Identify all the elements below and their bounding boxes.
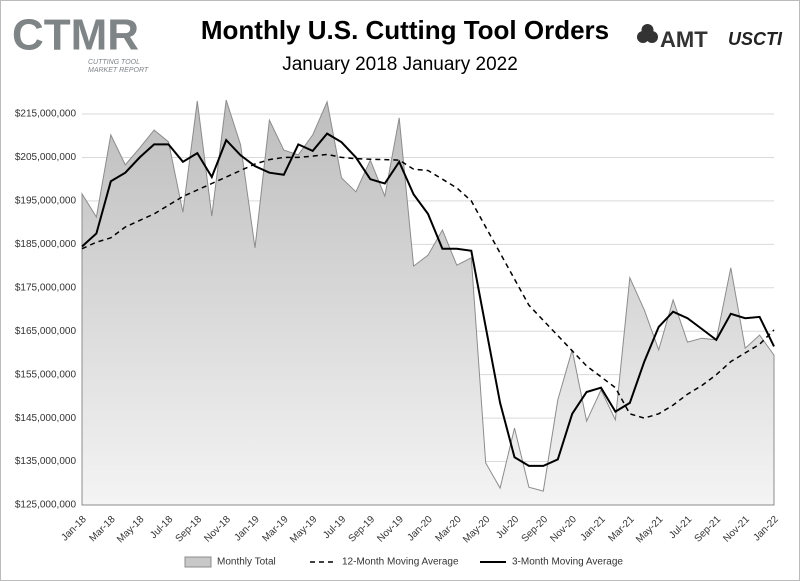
legend-swatch: [184, 556, 212, 568]
logo-left-sub: MARKET REPORT: [88, 67, 149, 74]
y-tick-label: $135,000,000: [15, 456, 77, 467]
y-tick-label: $145,000,000: [15, 413, 77, 424]
y-tick-label: $165,000,000: [15, 326, 77, 337]
y-tick-label: $215,000,000: [15, 109, 77, 120]
line: [81, 153, 775, 419]
y-tick-label: $205,000,000: [15, 152, 77, 163]
chart-subtitle: January 2018 January 2022: [282, 54, 518, 75]
y-tick-label: $155,000,000: [15, 369, 77, 380]
area: [81, 99, 775, 506]
logo-amt: AMT: [660, 27, 708, 52]
y-tick-label: $175,000,000: [15, 282, 77, 293]
logo-left-sub: CUTTING TOOL: [88, 59, 140, 66]
y-tick-label: $125,000,000: [15, 500, 77, 511]
chart-title: Monthly U.S. Cutting Tool Orders: [201, 15, 609, 45]
logo-amt-icon: [637, 24, 658, 43]
logo-uscti: USCTI: [728, 29, 783, 49]
legend-label: 3-Month Moving Average: [512, 557, 623, 568]
logo-left: CTMR: [12, 11, 139, 60]
y-tick-label: $185,000,000: [15, 239, 77, 250]
line: [81, 132, 775, 467]
legend-label: 12-Month Moving Average: [342, 557, 459, 568]
legend-label: Monthly Total: [217, 557, 276, 568]
y-tick-label: $195,000,000: [15, 196, 77, 207]
